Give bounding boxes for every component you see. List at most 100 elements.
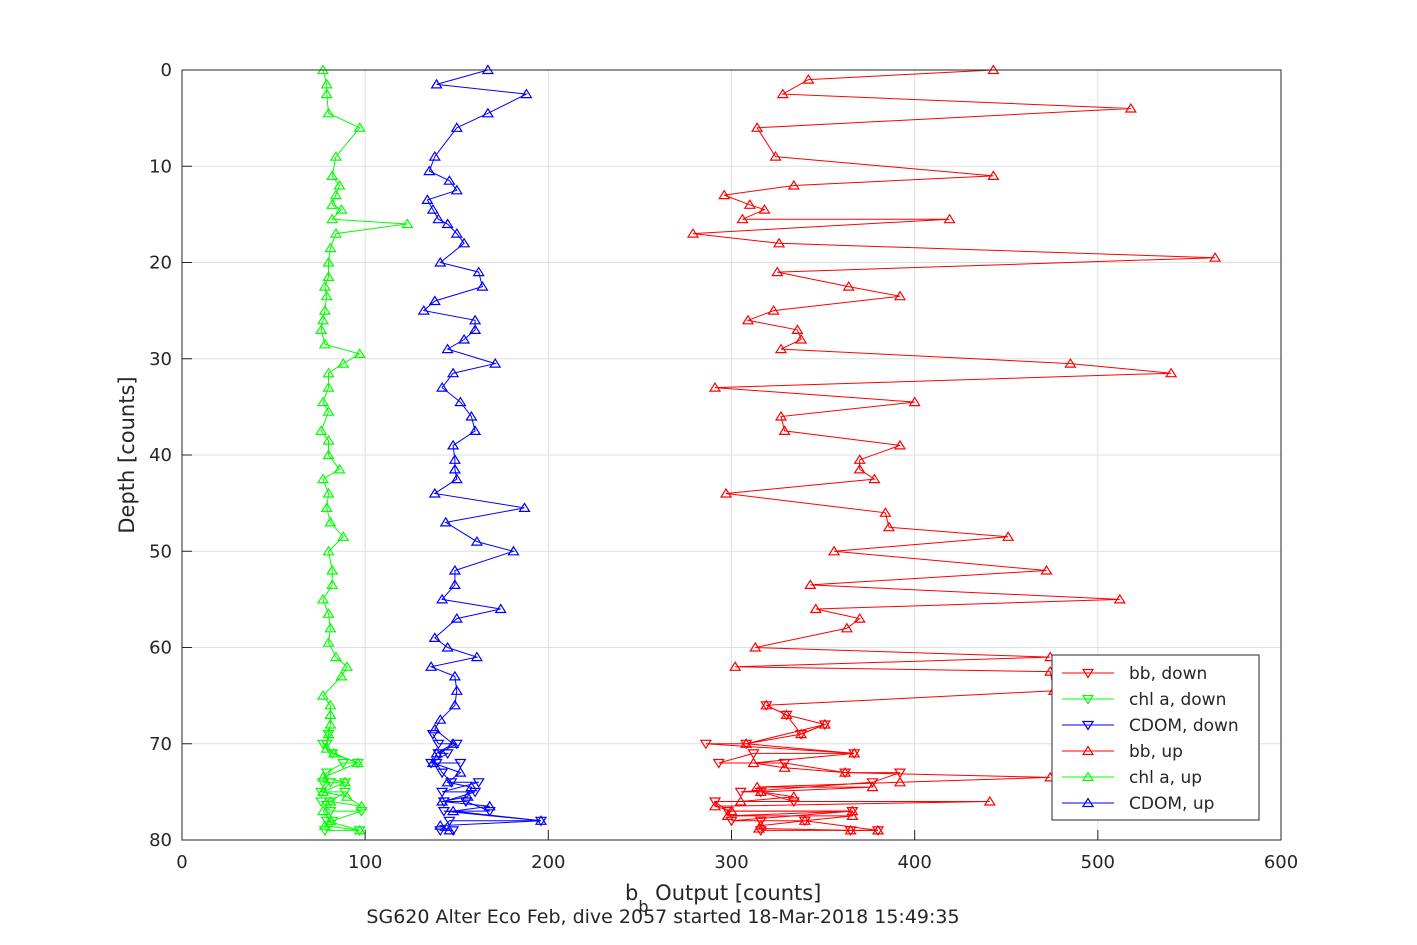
data-point (879, 507, 892, 517)
data-point (1113, 593, 1126, 604)
x-tick-label: 500 (1081, 852, 1115, 873)
data-point (483, 806, 496, 817)
data-point (470, 651, 483, 662)
data-point (335, 203, 348, 214)
data-point (987, 170, 1000, 180)
data-point (447, 439, 460, 450)
data-point (322, 545, 335, 556)
data-point (752, 822, 766, 833)
data-point (324, 622, 337, 633)
legend-label: CDOM, up (1129, 794, 1214, 814)
data-point (699, 739, 712, 750)
data-point (818, 718, 831, 729)
data-point (436, 795, 449, 806)
legend-marker-swatch (1081, 771, 1095, 782)
data-point (434, 826, 447, 837)
data-point (754, 786, 767, 797)
data-point (769, 150, 782, 161)
data-point (1002, 531, 1015, 541)
data-point (767, 304, 780, 315)
data-point (322, 487, 335, 498)
series-cdom-up (417, 64, 548, 835)
data-point (320, 88, 333, 99)
data-point (774, 410, 788, 421)
series-line-cdom-up (422, 69, 542, 831)
data-point (469, 314, 482, 325)
data-point (324, 699, 337, 710)
data-point (459, 797, 472, 808)
data-point (353, 824, 366, 835)
data-point (324, 806, 337, 817)
data-point (791, 324, 804, 334)
data-point (450, 184, 463, 195)
data-point (324, 242, 337, 253)
data-point (458, 333, 471, 344)
data-point (434, 714, 447, 724)
data-point (322, 637, 335, 647)
data-point (1124, 102, 1137, 113)
data-point (740, 738, 753, 748)
data-point (324, 709, 337, 720)
data-point (721, 806, 734, 817)
data-point (749, 641, 762, 652)
data-point (476, 280, 489, 291)
data-point (430, 78, 443, 89)
data-point (337, 357, 350, 368)
data-point (322, 367, 335, 378)
data-point (436, 768, 449, 779)
data-point (428, 295, 441, 306)
data-point (686, 227, 700, 238)
data-point (318, 304, 331, 315)
data-point (751, 781, 764, 792)
y-tick-label: 80 (149, 830, 172, 851)
data-point (448, 699, 461, 710)
data-point (426, 757, 439, 768)
data-point (320, 768, 333, 779)
data-point (448, 564, 461, 575)
data-point (441, 749, 454, 760)
data-point (842, 280, 855, 291)
legend-label: bb, up (1129, 742, 1183, 762)
data-point (322, 449, 335, 460)
data-point (324, 516, 337, 527)
legend-entries: bb, down chl a, down CDOM, down bb, up chl a… (1062, 664, 1239, 814)
chart-caption: SG620 Alter Eco Feb, dive 2057 started 1… (366, 906, 959, 928)
data-point (320, 78, 333, 89)
data-point (776, 88, 789, 99)
data-point (983, 795, 996, 806)
data-point (534, 815, 548, 825)
data-point (450, 227, 463, 238)
data-point (353, 348, 366, 358)
data-point (447, 826, 460, 837)
y-tick-label: 10 (149, 156, 172, 177)
y-tick-label: 40 (149, 445, 172, 466)
data-point (472, 778, 485, 788)
data-point (893, 776, 907, 787)
data-point (853, 454, 866, 464)
data-point (712, 758, 725, 769)
series-chl-a-up (315, 64, 414, 835)
data-point (326, 564, 339, 575)
data-point (401, 218, 414, 229)
data-point (943, 213, 956, 224)
data-point (450, 122, 463, 132)
legend-entry-cdom-down: CDOM, down (1062, 716, 1239, 736)
legend-label: chl a, down (1129, 690, 1226, 710)
data-point (795, 728, 808, 739)
data-point (893, 290, 907, 301)
data-point (320, 290, 333, 301)
data-point (798, 815, 811, 825)
data-point (741, 314, 755, 325)
data-point (780, 709, 793, 720)
data-point (828, 545, 841, 556)
data-point (708, 800, 722, 811)
data-point (316, 473, 330, 484)
x-tick-label: 300 (714, 852, 748, 873)
legend-entry-cdom-up: CDOM, up (1062, 794, 1214, 814)
data-point (520, 88, 533, 99)
legend-label: bb, down (1129, 664, 1207, 684)
data-point (340, 661, 353, 671)
data-point (434, 256, 447, 267)
data-point (472, 266, 485, 277)
x-axis-label-rest: Output [counts] (649, 881, 822, 905)
